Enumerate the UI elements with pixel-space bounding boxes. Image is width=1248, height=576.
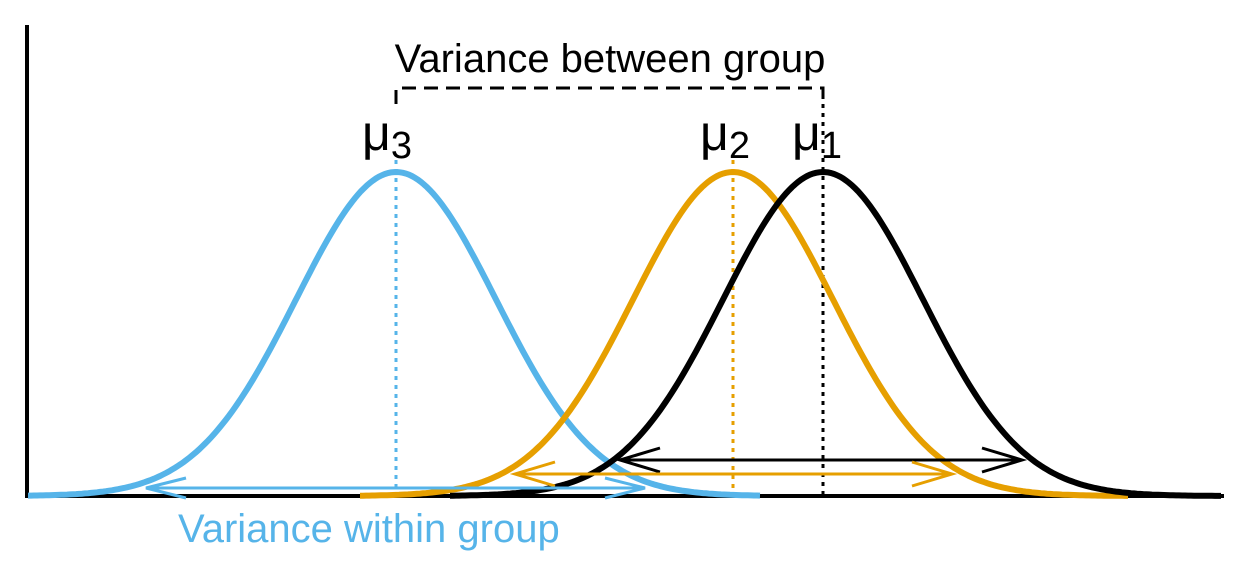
mean-label-1: μ1 (792, 105, 842, 167)
between-group-label: Variance between group (395, 37, 826, 81)
within-arrow-group-2 (509, 460, 958, 488)
curve-group-1 (450, 168, 1221, 499)
curve-group-3 (28, 168, 761, 499)
within-arrow-group-1 (614, 446, 1028, 474)
within-group-label: Variance within group (178, 507, 560, 551)
between-group-bracket (394, 86, 825, 104)
mean-label-3: μ3 (362, 105, 412, 167)
mean-label-2: μ2 (700, 105, 750, 167)
curve-group-2 (360, 168, 1128, 499)
within-arrow-group-3 (145, 476, 646, 500)
